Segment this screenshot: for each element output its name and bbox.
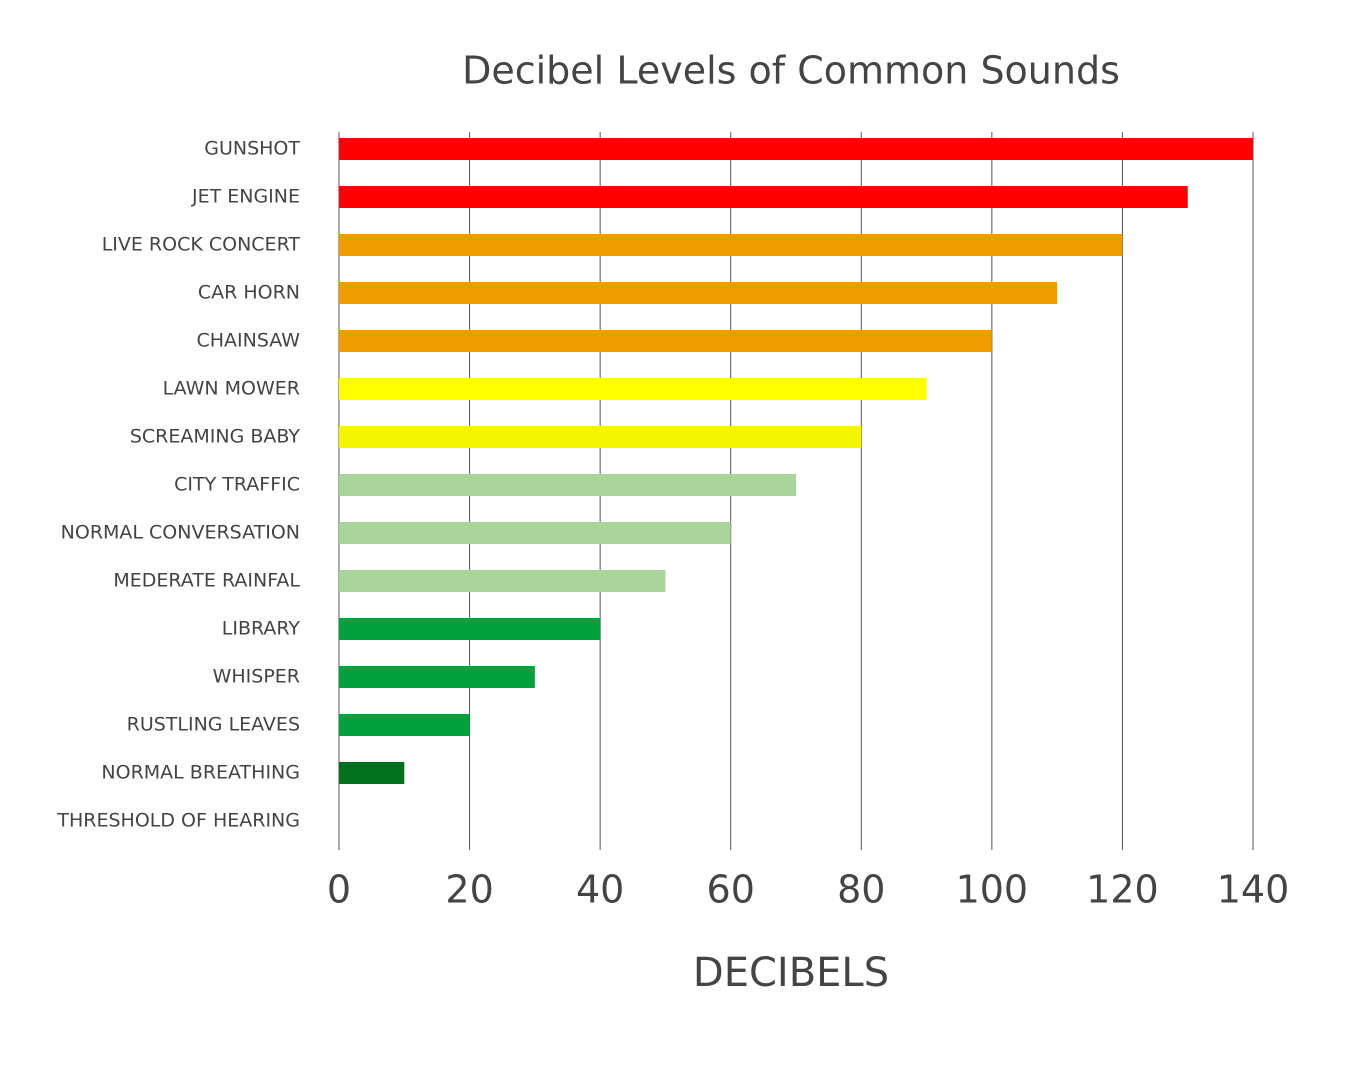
y-tick-label: THRESHOLD OF HEARING [56, 810, 300, 832]
bar [339, 618, 601, 640]
x-tick-label: 140 [1217, 868, 1290, 912]
y-tick-label: RUSTLING LEAVES [127, 714, 300, 736]
x-tick-label: 0 [327, 868, 351, 912]
y-tick-label: LIBRARY [222, 618, 301, 640]
chart-title: Decibel Levels of Common Sounds [462, 49, 1120, 93]
y-tick-label: LIVE ROCK CONCERT [102, 234, 301, 256]
bar [339, 378, 927, 400]
bar [339, 570, 666, 592]
bar [339, 522, 731, 544]
y-tick-label: GUNSHOT [204, 138, 300, 160]
y-tick-label: CITY TRAFFIC [174, 474, 300, 496]
x-tick-label: 40 [576, 868, 624, 912]
x-axis-label: DECIBELS [693, 950, 889, 996]
x-tick-label: 20 [445, 868, 493, 912]
y-tick-label: CAR HORN [198, 282, 300, 304]
y-tick-label: LAWN MOWER [163, 378, 300, 400]
bar [339, 762, 405, 784]
y-tick-label: NORMAL CONVERSATION [61, 522, 300, 544]
y-tick-label: CHAINSAW [196, 330, 300, 352]
y-tick-label: SCREAMING BABY [130, 426, 301, 448]
x-tick-label: 80 [837, 868, 885, 912]
x-tick-label: 120 [1086, 868, 1159, 912]
bar [339, 330, 992, 352]
y-tick-label: MEDERATE RAINFAL [113, 570, 300, 592]
bar [339, 666, 535, 688]
bar [339, 186, 1188, 208]
y-tick-label: WHISPER [213, 666, 300, 688]
bar [339, 282, 1058, 304]
y-tick-label: NORMAL BREATHING [101, 762, 300, 784]
bar [339, 714, 470, 736]
x-tick-label: 100 [956, 868, 1029, 912]
bar [339, 234, 1123, 256]
x-tick-label: 60 [707, 868, 755, 912]
bar [339, 474, 796, 496]
bar [339, 138, 1253, 160]
bar [339, 426, 862, 448]
y-tick-label: JET ENGINE [191, 186, 300, 208]
